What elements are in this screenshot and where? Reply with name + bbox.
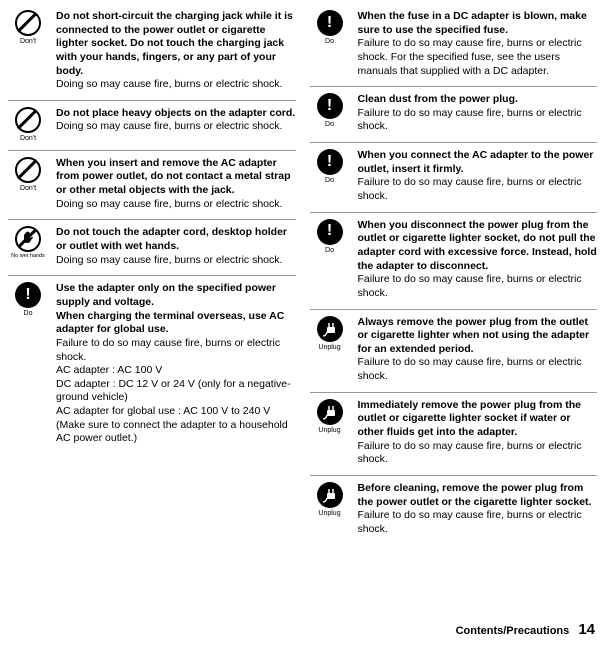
precaution-item: No wet hands Do not touch the adapter co… xyxy=(8,219,296,275)
unplug-icon: Unplug xyxy=(310,399,350,467)
precaution-item: Don't Do not place heavy objects on the … xyxy=(8,100,296,150)
footer-page: 14 xyxy=(578,621,595,638)
precaution-text: When the fuse in a DC adapter is blown, … xyxy=(358,10,598,78)
unplug-icon: Unplug xyxy=(310,482,350,537)
precaution-item: ! Do Use the adapter only on the specifi… xyxy=(8,275,296,454)
precaution-item: Unplug Before cleaning, remove the power… xyxy=(310,475,598,545)
right-column: ! Do When the fuse in a DC adapter is bl… xyxy=(310,8,598,545)
page-columns: Don't Do not short-circuit the charging … xyxy=(0,0,609,575)
precaution-text: Do not place heavy objects on the adapte… xyxy=(56,107,296,142)
footer-section: Contents/Precautions xyxy=(456,625,570,637)
dont-icon: Don't xyxy=(8,10,48,92)
precaution-item: Don't When you insert and remove the AC … xyxy=(8,150,296,220)
precaution-text: When you insert and remove the AC adapte… xyxy=(56,157,296,212)
precaution-item: Unplug Always remove the power plug from… xyxy=(310,309,598,392)
precaution-text: Before cleaning, remove the power plug f… xyxy=(358,482,598,537)
precaution-text: Immediately remove the power plug from t… xyxy=(358,399,598,467)
left-column: Don't Do not short-circuit the charging … xyxy=(8,8,296,545)
dont-icon: Don't xyxy=(8,107,48,142)
precaution-text: Do not short-circuit the charging jack w… xyxy=(56,10,296,92)
precaution-item: ! Do When the fuse in a DC adapter is bl… xyxy=(310,8,598,86)
precaution-item: ! Do When you connect the AC adapter to … xyxy=(310,142,598,212)
precaution-item: ! Do Clean dust from the power plug.Fail… xyxy=(310,86,598,142)
do-icon: ! Do xyxy=(310,219,350,301)
precaution-text: Always remove the power plug from the ou… xyxy=(358,316,598,384)
unplug-icon: Unplug xyxy=(310,316,350,384)
do-icon: ! Do xyxy=(310,93,350,134)
precaution-item: Don't Do not short-circuit the charging … xyxy=(8,8,296,100)
do-icon: ! Do xyxy=(310,149,350,204)
precaution-item: ! Do When you disconnect the power plug … xyxy=(310,212,598,309)
precaution-item: Unplug Immediately remove the power plug… xyxy=(310,392,598,475)
do-icon: ! Do xyxy=(310,10,350,78)
footer: Contents/Precautions 14 xyxy=(456,620,595,640)
dont-icon: Don't xyxy=(8,157,48,212)
precaution-text: When you connect the AC adapter to the p… xyxy=(358,149,598,204)
no-wet-hands-icon: No wet hands xyxy=(8,226,48,267)
precaution-text: Clean dust from the power plug.Failure t… xyxy=(358,93,598,134)
precaution-text: Use the adapter only on the specified po… xyxy=(56,282,296,446)
precaution-text: Do not touch the adapter cord, desktop h… xyxy=(56,226,296,267)
do-icon: ! Do xyxy=(8,282,48,446)
precaution-text: When you disconnect the power plug from … xyxy=(358,219,598,301)
